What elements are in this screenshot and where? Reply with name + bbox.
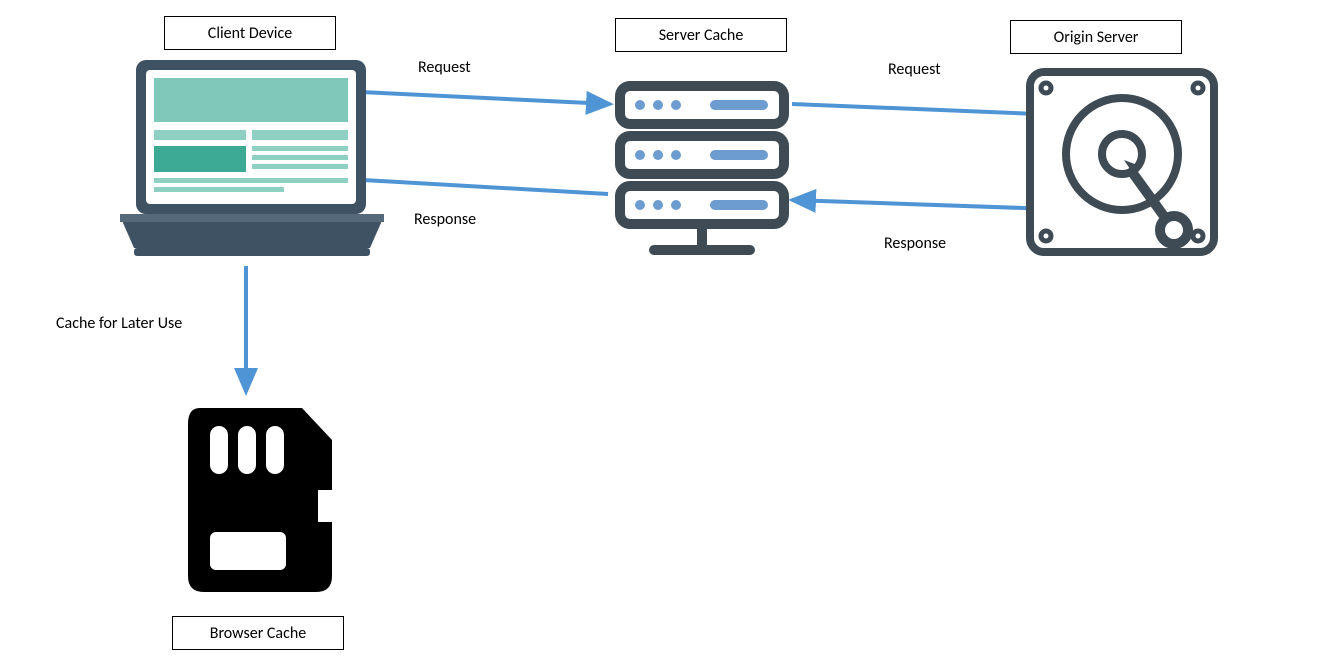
origin-server-title: Origin Server	[1054, 28, 1139, 47]
laptop-icon	[112, 56, 392, 264]
browser-cache-title: Browser Cache	[210, 624, 306, 643]
server-stack-icon	[614, 80, 790, 260]
client-device-title-box: Client Device	[164, 16, 336, 50]
browser-cache-title-box: Browser Cache	[172, 616, 344, 650]
label-request-1: Request	[418, 58, 471, 77]
label-cache-later: Cache for Later Use	[56, 314, 182, 333]
sd-card-icon	[180, 404, 340, 596]
label-response-2: Response	[414, 210, 476, 229]
label-response-1: Response	[884, 234, 946, 253]
label-request-2: Request	[888, 60, 941, 79]
server-cache-title-box: Server Cache	[615, 18, 787, 52]
origin-server-title-box: Origin Server	[1010, 20, 1182, 54]
hard-drive-icon	[1024, 66, 1220, 258]
server-cache-title: Server Cache	[659, 26, 744, 45]
client-device-title: Client Device	[208, 24, 292, 43]
edge-req_client_to_cache	[360, 92, 610, 104]
